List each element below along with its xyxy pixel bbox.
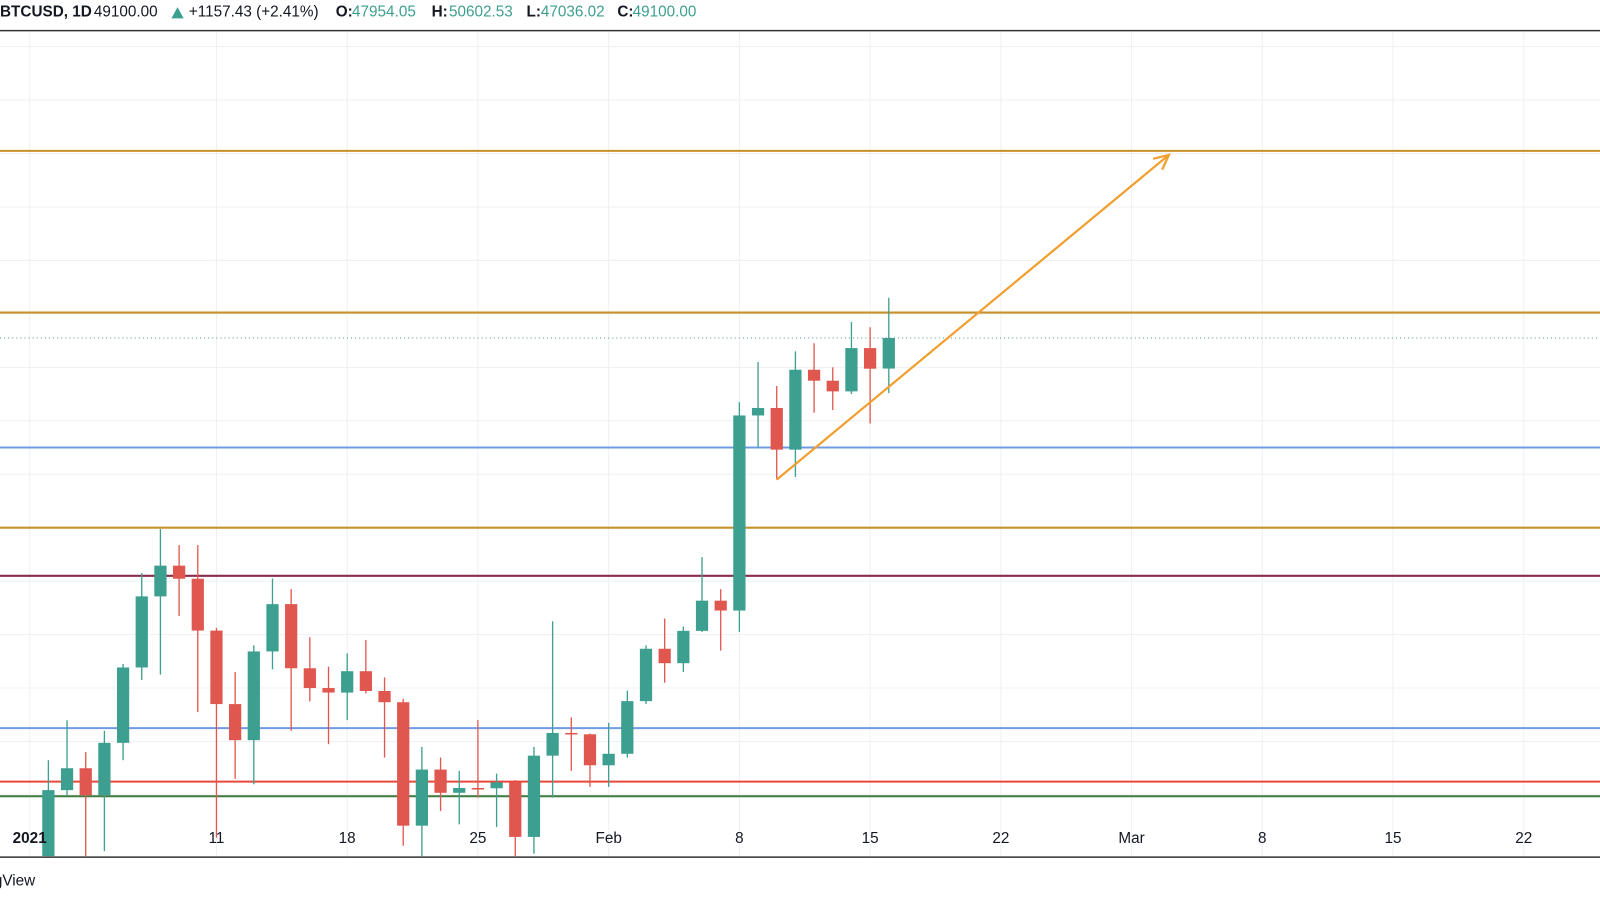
candle-body [602,753,615,766]
candle-body [172,565,186,579]
candle-body [359,671,372,691]
candle-body [42,790,55,857]
candle-body [60,768,74,791]
candle-body [453,787,466,793]
candle-body [285,604,298,669]
candle-body [695,600,709,631]
candle-body [863,348,877,369]
candle-body [677,630,690,664]
price: 49100.00 [94,3,158,20]
candle-body [733,415,746,611]
candle-body [303,668,316,689]
field-label: L: [527,3,541,20]
field-value: 47954.05 [352,3,416,20]
field-value: 47036.02 [541,3,605,20]
candle-body [378,690,391,703]
x-tick-label: 11 [209,830,225,847]
up-arrow-icon [171,7,184,19]
candle-body [397,702,410,826]
candle-body [826,380,839,392]
x-tick-label: 15 [862,830,879,847]
x-tick-label: 18 [339,830,356,847]
candle-body [135,596,148,668]
candle-body [807,369,821,381]
change: +1157.43 (+2.41%) [189,3,319,20]
candle-body [527,755,541,837]
candle-body [565,732,578,735]
field-label: C: [617,3,633,20]
x-tick-label: 8 [735,830,744,847]
candle-body [434,769,447,793]
candle-body [751,407,765,416]
trend-arrow-head [1152,153,1171,171]
x-tick-label: 22 [992,830,1009,847]
candle-body [98,742,111,796]
x-tick-label: 22 [1515,830,1532,847]
candle-body [154,565,167,597]
field-value: 49100.00 [633,3,697,20]
candle-body [247,651,260,741]
candle-body [621,701,634,754]
candle-body [770,407,783,450]
candle-body [415,769,429,826]
candle-body [845,348,858,392]
field-label: H: [432,3,448,20]
x-tick-label: 25 [469,830,486,847]
candle-body [79,768,92,796]
candle-body [229,704,242,741]
x-tick-label: Feb [595,830,621,847]
time-axis: 2021 11 18 25 Feb 8 15 22 Mar 8 15 22 [13,830,1533,847]
candle-body [658,648,671,664]
candle-body [882,337,895,369]
candle-body [116,667,130,743]
symbol: BTCUSD, 1D [0,3,92,20]
x-tick-label: Mar [1118,830,1144,847]
x-tick-label: 2021 [13,830,48,847]
candle-body [583,734,597,766]
candle-body [322,688,335,693]
candle-body [789,369,802,450]
candle-body [546,732,559,756]
plot-area [0,149,1600,857]
legend-header: BTCUSD, 1D 49100.00 +1157.43 (+2.41%) O:… [0,3,696,20]
x-tick-label: 8 [1258,830,1267,847]
candle-body [266,604,279,652]
trend-arrow [776,154,1170,481]
candle-body [509,782,522,837]
candle-body [490,782,503,789]
candle-body [191,578,204,631]
field-label: O: [336,3,353,20]
x-tick-label: 15 [1385,830,1402,847]
candle-body [471,787,485,790]
candle-body [210,630,223,705]
candle-body [714,600,727,611]
candle-body [341,671,354,693]
candle-body [639,648,653,702]
field-value: 50602.53 [449,3,513,20]
footer-brand: TradingView [0,873,36,890]
